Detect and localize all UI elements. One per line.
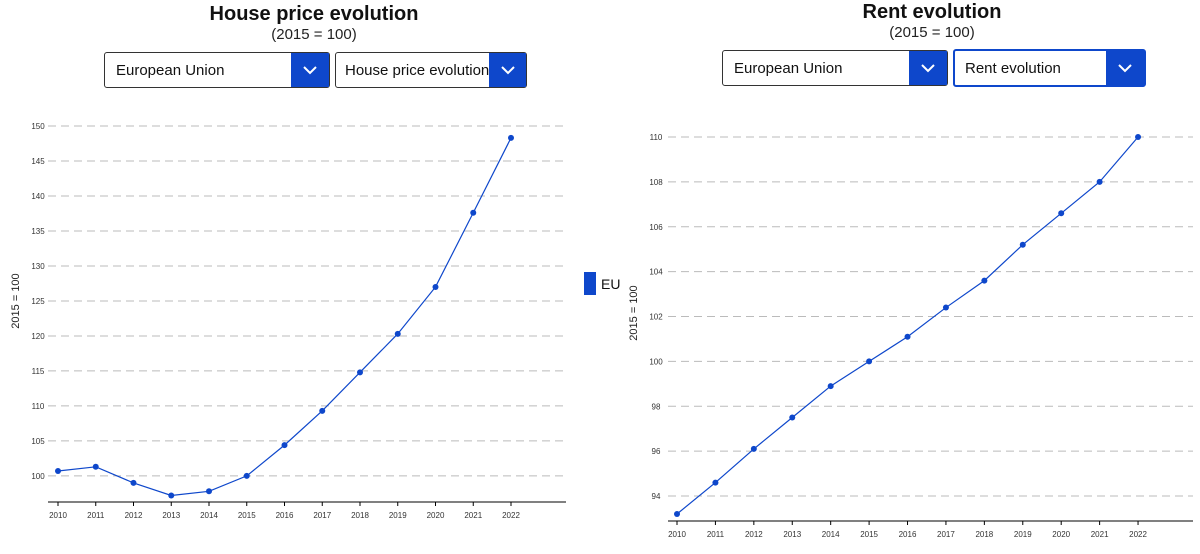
house-price-title: House price evolution [209, 3, 419, 25]
house-price-data-point[interactable] [357, 369, 363, 376]
house-price-y-tick-label: 120 [31, 332, 45, 341]
house-price-x-tick-label: 2013 [162, 511, 180, 520]
rent-y-tick-label: 110 [650, 133, 663, 142]
rent-data-point[interactable] [674, 511, 680, 517]
house-price-y-tick-label: 105 [31, 437, 45, 446]
house-price-x-tick-label: 2012 [125, 511, 143, 520]
rent-data-point[interactable] [827, 383, 834, 390]
rent-subtitle: (2015 = 100) [889, 24, 975, 41]
rent-x-tick-label: 2020 [1052, 530, 1070, 539]
rent-x-tick-label: 2014 [822, 530, 840, 539]
rent-x-tick-label: 2016 [899, 530, 917, 539]
house-price-y-tick-label: 135 [31, 227, 45, 236]
rent-x-tick-label: 2015 [860, 530, 878, 539]
house-price-x-tick-label: 2011 [87, 511, 105, 520]
house-price-y-tick-label: 125 [31, 297, 45, 306]
rent-x-tick-label: 2010 [668, 530, 686, 539]
chevron-down-icon[interactable] [489, 53, 526, 87]
house-price-chart: 100 105 110 115 120 125 130 135 140 145 150 2010 201… [10, 122, 566, 520]
house-price-data-point[interactable] [281, 442, 288, 449]
rent-y-tick-label: 102 [649, 313, 663, 322]
house-price-x-tick-label: 2015 [238, 511, 256, 520]
house-price-data-point[interactable] [394, 330, 401, 337]
house-price-y-tick-label: 100 [31, 472, 45, 481]
rent-data-point[interactable] [981, 277, 988, 284]
rent-y-tick-label: 96 [652, 447, 661, 456]
house-price-x-tick-label: 2021 [464, 511, 482, 520]
region-select-left-value: European Union [116, 61, 225, 79]
rent-y-axis-title: 2015 = 100 [628, 285, 640, 340]
rent-y-tick-label: 100 [649, 357, 663, 366]
chevron-down-icon[interactable] [909, 51, 947, 85]
house-price-x-tick-label: 2016 [276, 511, 294, 520]
rent-x-tick-label: 2012 [745, 530, 763, 539]
house-price-y-tick-label: 145 [31, 157, 45, 166]
rent-y-tick-label: 104 [649, 268, 663, 277]
indicator-select-left-value: House price evolution [345, 61, 490, 79]
rent-x-tick-label: 2022 [1129, 530, 1147, 539]
rent-data-point[interactable] [942, 304, 949, 311]
house-price-y-tick-label: 130 [31, 262, 45, 271]
rent-x-tick-label: 2018 [975, 530, 993, 539]
chevron-down-icon[interactable] [1106, 51, 1144, 85]
house-price-x-tick-label: 2018 [351, 511, 369, 520]
house-price-data-point[interactable] [206, 488, 212, 495]
rent-data-point[interactable] [712, 479, 719, 486]
house-price-y-tick-label: 115 [32, 367, 45, 376]
rent-data-point[interactable] [904, 333, 911, 340]
house-price-y-tick-label: 150 [31, 122, 45, 131]
rent-x-tick-label: 2013 [783, 530, 801, 539]
rent-y-tick-label: 98 [652, 402, 661, 411]
rent-data-point[interactable] [1135, 134, 1142, 140]
house-price-y-axis-title: 2015 = 100 [10, 273, 22, 328]
rent-data-point[interactable] [789, 414, 796, 421]
rent-series-line [676, 136, 1139, 515]
rent-x-tick-label: 2017 [937, 530, 955, 539]
legend[interactable]: EU [584, 272, 620, 295]
house-price-x-tick-label: 2020 [427, 511, 445, 520]
legend-label-eu: EU [601, 275, 621, 292]
house-price-data-point[interactable] [508, 134, 514, 141]
house-price-x-tick-label: 2022 [502, 511, 520, 520]
rent-data-point[interactable] [1096, 178, 1103, 185]
house-price-data-point[interactable] [168, 492, 175, 499]
region-select-right-value: European Union [734, 59, 843, 77]
rent-x-tick-label: 2019 [1014, 530, 1032, 539]
rent-x-tick-label: 2021 [1091, 530, 1109, 539]
rent-y-tick-label: 108 [649, 178, 663, 187]
house-price-subtitle: (2015 = 100) [271, 26, 357, 43]
rent-data-point[interactable] [1019, 241, 1026, 248]
house-price-data-point[interactable] [92, 463, 99, 470]
rent-y-tick-label: 94 [652, 492, 661, 501]
rent-y-tick-label: 106 [649, 223, 663, 232]
indicator-select-left[interactable]: House price evolution [335, 52, 527, 88]
house-price-y-tick-label: 140 [31, 192, 45, 201]
house-price-y-tick-label: 110 [32, 402, 45, 411]
house-price-x-tick-label: 2019 [389, 511, 407, 520]
indicator-select-right[interactable]: Rent evolution [953, 49, 1146, 87]
house-price-data-point[interactable] [432, 283, 439, 290]
house-price-x-tick-label: 2014 [200, 511, 218, 520]
house-price-data-point[interactable] [55, 468, 61, 475]
rent-x-tick-label: 2011 [707, 530, 725, 539]
indicator-select-right-value: Rent evolution [965, 59, 1061, 77]
house-price-data-point[interactable] [319, 407, 326, 414]
house-price-data-point[interactable] [470, 209, 477, 216]
legend-swatch-eu [584, 272, 596, 295]
house-price-x-tick-label: 2010 [49, 511, 67, 520]
rent-data-point[interactable] [1058, 210, 1065, 217]
region-select-right[interactable]: European Union [722, 50, 948, 86]
chevron-down-icon[interactable] [291, 53, 329, 87]
rent-data-point[interactable] [866, 358, 873, 365]
rent-title: Rent evolution [862, 1, 1002, 23]
house-price-data-point[interactable] [130, 479, 137, 486]
region-select-left[interactable]: European Union [104, 52, 330, 88]
house-price-x-tick-label: 2017 [313, 511, 331, 520]
rent-data-point[interactable] [750, 445, 757, 452]
house-price-data-point[interactable] [243, 472, 250, 479]
